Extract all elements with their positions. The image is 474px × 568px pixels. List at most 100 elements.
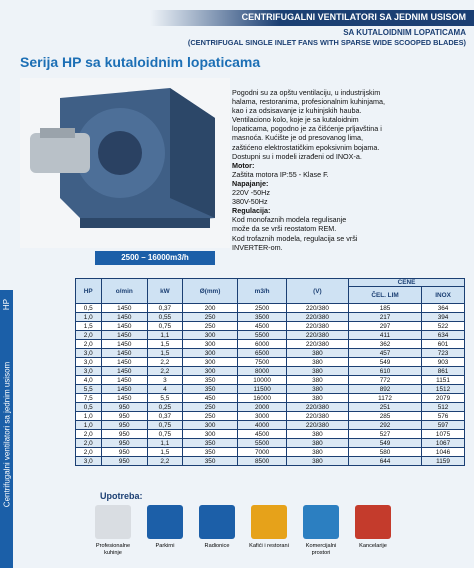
- table-row: 2,0 950 0,75 300 4500 380 527 1075: [75, 429, 465, 439]
- table-cell: 380: [285, 366, 349, 376]
- table-cell: 0,37: [147, 411, 183, 421]
- header-line: CENTRIFUGALNI VENTILATORI SA JEDNIM USIS…: [241, 12, 466, 22]
- fan-image: [20, 78, 230, 248]
- table-cell: 1450: [100, 339, 149, 349]
- table-cell: 350: [181, 375, 239, 385]
- column-header: (V): [285, 278, 349, 304]
- table-cell: 4000: [237, 420, 287, 430]
- table-cell: 1,5: [75, 321, 102, 331]
- table-cell: 0,75: [147, 321, 183, 331]
- table-cell: 250: [181, 312, 239, 322]
- usage-item: Komercijalni prostori: [296, 505, 346, 556]
- usage-label: Kafići i restorani: [244, 543, 294, 550]
- desc-line: Pogodni su za opštu ventilaciju, u indus…: [232, 88, 381, 97]
- table-row: 1,0 950 0,75 300 4000 220/380 292 597: [75, 420, 465, 430]
- table-cell: 950: [100, 456, 149, 466]
- desc-line: halama, restoranima, profesionalnim kuhi…: [232, 97, 386, 107]
- usage-item: Parkirni: [140, 505, 190, 550]
- table-cell: 6000: [237, 339, 287, 349]
- table-cell: 380: [285, 393, 349, 403]
- table-row: 4,0 1450 3 350 10000 380 772 1151: [75, 375, 465, 385]
- table-row: 0,5 1450 0,37 200 2500 220/380 185 364: [75, 303, 465, 313]
- table-cell: 350: [181, 438, 239, 448]
- table-cell: 1,5: [147, 447, 183, 457]
- table-cell: 7500: [237, 357, 287, 367]
- table-cell: 723: [421, 348, 465, 358]
- table-cell: 2,2: [147, 357, 183, 367]
- usage-icon: [95, 505, 131, 539]
- table-cell: 220/380: [285, 402, 349, 412]
- header-row: ČEL. LIM INOX: [76, 286, 465, 304]
- table-cell: 634: [421, 330, 465, 340]
- header-line: (CENTRIFUGAL SINGLE INLET FANS WITH SPAR…: [187, 38, 466, 47]
- table-cell: 5500: [237, 438, 287, 448]
- table-cell: 297: [347, 321, 423, 331]
- table-wrap: HP o/min kW Ø(mm) m3/h (V) CENE ČEL. LIM INOX 0,5…: [75, 278, 466, 466]
- table-cell: 16000: [237, 393, 287, 403]
- table-cell: 300: [181, 420, 239, 430]
- table-cell: 185: [347, 303, 423, 313]
- table-row: 5,5 1450 4 350 11500 380 892 1512: [75, 384, 465, 394]
- desc-line: Ventilaciono kolo, koje je sa kutaloidni…: [232, 115, 359, 125]
- table-cell: 1159: [421, 456, 465, 466]
- table-cell: 512: [421, 402, 465, 412]
- table-cell: 292: [347, 420, 423, 430]
- table-row: 3,0 1450 2,2 300 7500 380 549 903: [75, 357, 465, 367]
- table-row: 2,0 1450 1,1 300 5500 220/380 411 634: [75, 330, 465, 340]
- table-cell: 2,2: [147, 366, 183, 376]
- table-cell: 411: [347, 330, 423, 340]
- table-cell: 251: [347, 402, 423, 412]
- table-cell: 3500: [237, 312, 287, 322]
- table-cell: 0,5: [75, 402, 102, 412]
- table-cell: 950: [100, 429, 149, 439]
- table-cell: 1450: [100, 375, 149, 385]
- table-cell: 580: [347, 447, 423, 457]
- table-cell: 1151: [421, 375, 465, 385]
- table-cell: 1,1: [147, 330, 183, 340]
- table-cell: 380: [285, 384, 349, 394]
- range-label: 2500 – 16000m3/h: [95, 251, 215, 265]
- table-cell: 350: [181, 447, 239, 457]
- column-header: INOX: [421, 286, 465, 304]
- table-cell: 903: [421, 357, 465, 367]
- table-cell: 1512: [421, 384, 465, 394]
- table-cell: 861: [421, 366, 465, 376]
- table-cell: 380: [285, 438, 349, 448]
- table-cell: 2000: [237, 402, 287, 412]
- desc-line: može da se vrši reostatom REM.: [232, 224, 337, 234]
- usage-label-line: Komercijalni: [305, 543, 337, 549]
- usage-label-line: Kafići i restorani: [249, 543, 289, 549]
- table-cell: 6500: [237, 348, 287, 358]
- table-cell: 3,0: [75, 366, 102, 376]
- column-header: o/min: [100, 278, 149, 304]
- table-cell: 380: [285, 429, 349, 439]
- usage-item: Profesionalne kuhinje: [88, 505, 138, 556]
- table-cell: 2,0: [75, 339, 102, 349]
- table-cell: 8000: [237, 366, 287, 376]
- table-row: 3,0 1450 1,5 300 6500 380 457 723: [75, 348, 465, 358]
- table-cell: 300: [181, 366, 239, 376]
- table-cell: 4500: [237, 429, 287, 439]
- table-cell: 0,25: [147, 402, 183, 412]
- table-cell: 3: [147, 375, 183, 385]
- table-cell: 2,2: [147, 456, 183, 466]
- table-cell: 601: [421, 339, 465, 349]
- table-cell: 380: [285, 348, 349, 358]
- table-cell: 3000: [237, 411, 287, 421]
- table-row: 2,0 950 1,5 350 7000 380 580 1046: [75, 447, 465, 457]
- sidebar-code: HP: [2, 298, 12, 311]
- usage-item: Kafići i restorani: [244, 505, 294, 550]
- table-cell: 1046: [421, 447, 465, 457]
- table-cell: 1450: [100, 312, 149, 322]
- table-cell: 772: [347, 375, 423, 385]
- usage-label-line: Radionice: [204, 543, 230, 549]
- header-line: SA KUTALOIDNIM LOPATICAMA: [343, 28, 466, 37]
- table-cell: 2,0: [75, 447, 102, 457]
- description: Pogodni su za opštu ventilaciju, u indus…: [232, 88, 385, 252]
- table-cell: 350: [181, 384, 239, 394]
- table-cell: 380: [285, 447, 349, 457]
- table-cell: 4,0: [75, 375, 102, 385]
- table-cell: 300: [181, 330, 239, 340]
- table-cell: 300: [181, 357, 239, 367]
- table-cell: 0,37: [147, 303, 183, 313]
